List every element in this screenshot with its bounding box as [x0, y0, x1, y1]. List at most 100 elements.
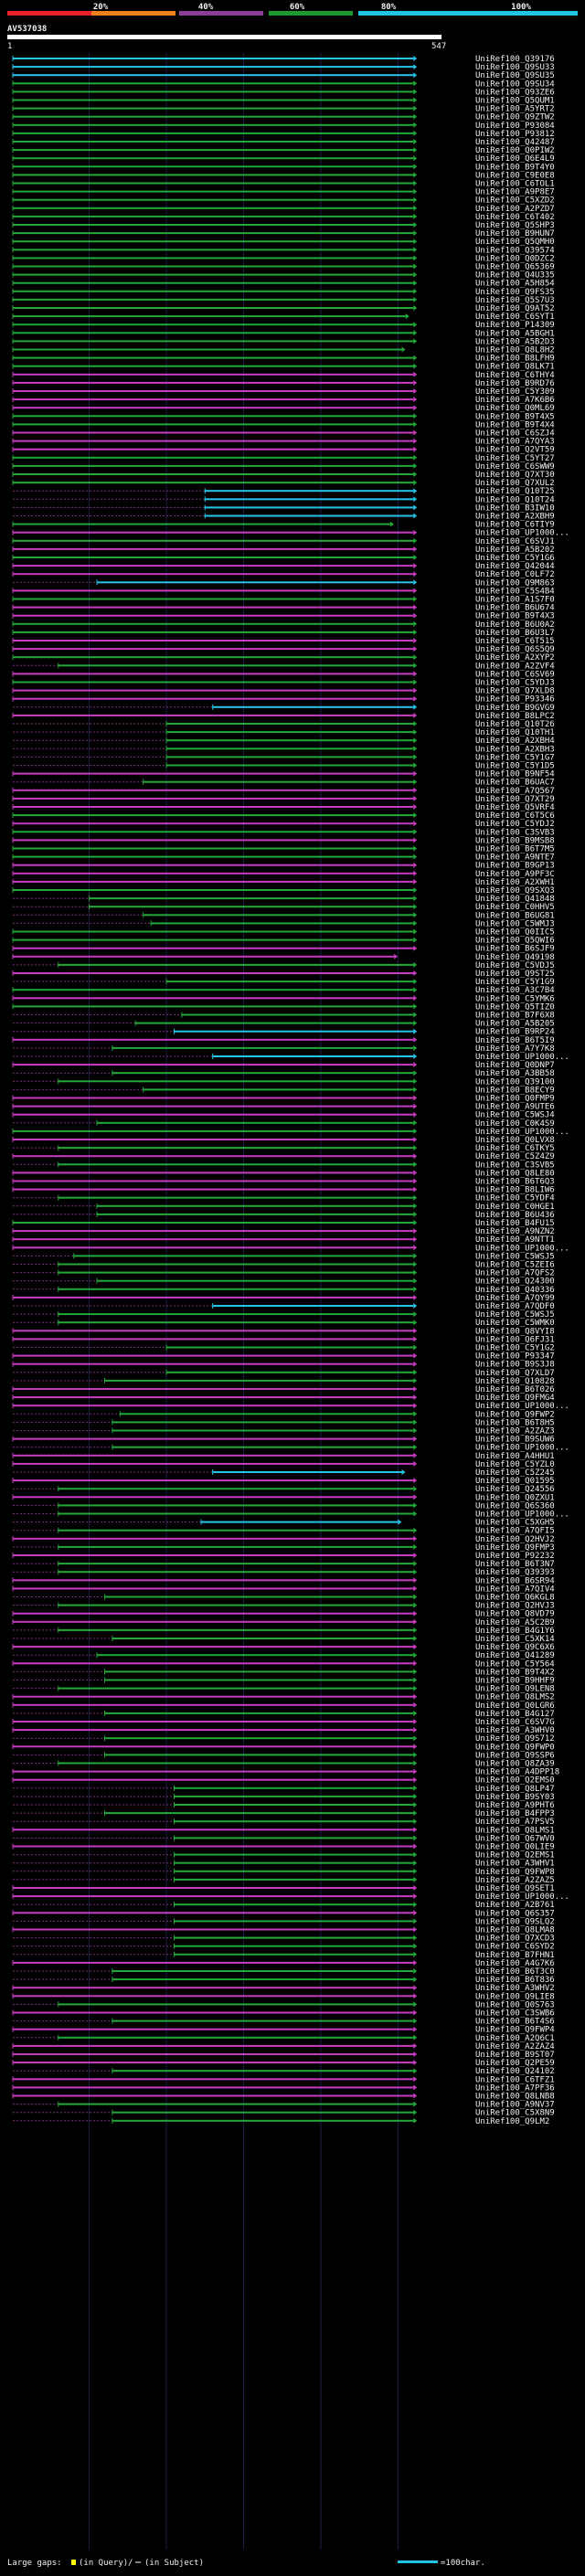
hit-row[interactable]: UniRef100_Q24102	[13, 2067, 555, 2076]
hit-row[interactable]: UniRef100_A3WHV2	[12, 1984, 555, 1993]
hit-row[interactable]: UniRef100_Q0S763	[13, 2000, 555, 2009]
hit-row[interactable]: UniRef100_C6SZJ4	[12, 429, 555, 439]
hit-row[interactable]: UniRef100_C5YMK6	[12, 994, 555, 1003]
hit-row[interactable]: UniRef100_Q9FMG4	[12, 1394, 555, 1403]
hit-row[interactable]: UniRef100_C6T5C6	[12, 811, 555, 821]
hit-row[interactable]: UniRef100_A2ZAZ3	[13, 1427, 555, 1436]
hit-row[interactable]: UniRef100_A2XWH1	[12, 878, 555, 887]
hit-row[interactable]: UniRef100_C6SYD2	[13, 1943, 555, 1952]
hit-row[interactable]: UniRef100_Q8LMA8	[12, 1926, 555, 1935]
hit-row[interactable]: UniRef100_Q6S360	[13, 1501, 555, 1511]
hit-row[interactable]: UniRef100_Q10T26	[13, 720, 555, 729]
hit-row[interactable]: UniRef100_P93347	[12, 1352, 555, 1362]
hit-row[interactable]: UniRef100_C5Y1G2	[13, 1344, 555, 1353]
hit-row[interactable]: UniRef100_UP1000...	[12, 1892, 569, 1902]
hit-row[interactable]: UniRef100_P14309	[12, 321, 555, 330]
hit-row[interactable]: UniRef100_Q0LGR6	[12, 1701, 555, 1711]
hit-row[interactable]: UniRef100_B9T4Y0	[12, 163, 555, 172]
hit-row[interactable]: UniRef100_Q9SU35	[12, 71, 555, 80]
hit-row[interactable]: UniRef100_C5S4B4	[12, 587, 555, 596]
hit-row[interactable]: UniRef100_C5Y1D5	[13, 762, 555, 771]
hit-row[interactable]: UniRef100_Q42044	[12, 562, 555, 571]
hit-row[interactable]: UniRef100_Q5QUM1	[12, 97, 555, 106]
hit-row[interactable]: UniRef100_C6SWW9	[12, 462, 555, 472]
hit-row[interactable]: UniRef100_Q10T24	[13, 495, 555, 504]
hit-row[interactable]: UniRef100_Q9FWP8	[13, 1868, 555, 1877]
hit-row[interactable]: UniRef100_B8LPC2	[12, 712, 555, 721]
hit-row[interactable]: UniRef100_B4G1Y6	[13, 1627, 555, 1636]
hit-row[interactable]: UniRef100_A7PSV5	[13, 1818, 555, 1827]
hit-row[interactable]: UniRef100_B6UAC7	[13, 779, 555, 788]
hit-row[interactable]: UniRef100_A2XBH9	[13, 513, 555, 522]
hit-row[interactable]: UniRef100_A7Q567	[12, 787, 555, 796]
hit-row[interactable]: UniRef100_B6T836	[13, 1976, 555, 1985]
hit-row[interactable]: UniRef100_Q2VT59	[12, 446, 555, 455]
hit-row[interactable]: UniRef100_C6TFZ1	[12, 2075, 555, 2084]
hit-row[interactable]: UniRef100_Q39100	[13, 1077, 555, 1087]
hit-row[interactable]: UniRef100_C3SWB6	[12, 2009, 555, 2019]
hit-row[interactable]: UniRef100_C5Y1G9	[13, 978, 555, 987]
hit-row[interactable]: UniRef100_C3SVB3	[12, 828, 555, 837]
hit-row[interactable]: UniRef100_Q8ZA39	[13, 1760, 555, 1769]
hit-row[interactable]: UniRef100_B9ST07	[12, 2051, 555, 2060]
hit-row[interactable]: UniRef100_Q7XT30	[12, 471, 555, 480]
hit-row[interactable]: UniRef100_C0HHV5	[13, 903, 555, 912]
hit-row[interactable]: UniRef100_A2ZAZ4	[12, 2042, 555, 2051]
hit-row[interactable]: UniRef100_Q0DNP7	[12, 1061, 555, 1070]
hit-row[interactable]: UniRef100_Q10TH1	[13, 728, 555, 737]
hit-row[interactable]: UniRef100_P93084	[12, 122, 555, 131]
hit-row[interactable]: UniRef100_Q9FWP2	[13, 1410, 555, 1419]
hit-row[interactable]: UniRef100_A9P8E7	[12, 188, 555, 197]
hit-row[interactable]: UniRef100_B6UG81	[13, 911, 555, 920]
hit-row[interactable]: UniRef100_Q9LIE8	[12, 1992, 555, 2001]
hit-row[interactable]: UniRef100_C5Z245	[13, 1468, 555, 1478]
hit-row[interactable]: UniRef100_A2ZVF4	[13, 662, 555, 671]
hit-row[interactable]: UniRef100_A9PF3C	[12, 870, 555, 879]
hit-row[interactable]: UniRef100_B4FU15	[12, 1219, 555, 1228]
hit-row[interactable]: UniRef100_Q9FWP0	[12, 1743, 555, 1752]
hit-row[interactable]: UniRef100_Q24300	[13, 1277, 555, 1287]
hit-row[interactable]: UniRef100_C0HGE1	[13, 1203, 555, 1212]
hit-row[interactable]: UniRef100_B9T4X4	[12, 420, 555, 429]
hit-row[interactable]: UniRef100_B4FPP3	[13, 1809, 555, 1818]
hit-row[interactable]: UniRef100_A4HHU1	[12, 1452, 555, 1461]
hit-row[interactable]: UniRef100_Q9ZTW2	[12, 113, 555, 122]
hit-row[interactable]: UniRef100_C6SV69	[12, 670, 555, 679]
hit-row[interactable]: UniRef100_B8LFH9	[12, 355, 555, 364]
hit-row[interactable]: UniRef100_UP1000...	[13, 1444, 569, 1453]
hit-row[interactable]: UniRef100_B6SR94	[12, 1576, 555, 1585]
hit-row[interactable]: UniRef100_B6T026	[12, 1385, 555, 1394]
hit-row[interactable]: UniRef100_B6T6Q3	[12, 1178, 555, 1187]
hit-row[interactable]: UniRef100_Q9FMP3	[13, 1543, 555, 1553]
hit-row[interactable]: UniRef100_A2ZAZ5	[13, 1876, 555, 1885]
hit-row[interactable]: UniRef100_Q8L8H2	[12, 346, 555, 355]
hit-row[interactable]: UniRef100_A5YRT2	[12, 105, 555, 114]
hit-row[interactable]: UniRef100_B6SJF9	[12, 945, 555, 954]
hit-row[interactable]: UniRef100_Q41848	[13, 895, 555, 904]
hit-row[interactable]: UniRef100_C9E0E8	[12, 171, 555, 180]
hit-row[interactable]: UniRef100_Q9SU34	[12, 80, 555, 89]
hit-row[interactable]: UniRef100_C5XK14	[13, 1635, 555, 1644]
hit-row[interactable]: UniRef100_Q5SHP3	[12, 221, 555, 230]
hit-row[interactable]: UniRef100_B6T3N7	[13, 1560, 555, 1569]
hit-row[interactable]: UniRef100_A9UTE6	[12, 1103, 555, 1112]
hit-row[interactable]: UniRef100_P93812	[12, 130, 555, 139]
hit-row[interactable]: UniRef100_Q9S712	[13, 1734, 555, 1744]
hit-row[interactable]: UniRef100_C5XGH5	[13, 1519, 555, 1528]
hit-row[interactable]: UniRef100_UP1000...	[12, 529, 569, 538]
hit-row[interactable]: UniRef100_B3IW10	[13, 504, 555, 513]
hit-row[interactable]: UniRef100_A2Q6C1	[13, 2034, 555, 2043]
hit-row[interactable]: UniRef100_Q5VRF4	[12, 803, 555, 812]
hit-row[interactable]: UniRef100_Q9ST25	[12, 970, 555, 979]
hit-row[interactable]: UniRef100_C5Y1G6	[12, 554, 555, 563]
hit-row[interactable]: UniRef100_B9GVG9	[13, 704, 555, 713]
hit-row[interactable]: UniRef100_UP1000...	[13, 1053, 569, 1062]
hit-row[interactable]: UniRef100_B9RP24	[13, 1028, 555, 1037]
hit-row[interactable]: UniRef100_A7QYA3	[12, 438, 555, 447]
hit-row[interactable]: UniRef100_C6TIY9	[12, 521, 555, 530]
hit-row[interactable]: UniRef100_Q49198	[12, 953, 555, 962]
hit-row[interactable]: UniRef100_C5Y309	[12, 387, 555, 397]
hit-row[interactable]: UniRef100_Q8LMS2	[12, 1693, 555, 1702]
hit-row[interactable]: UniRef100_Q39574	[12, 246, 555, 255]
hit-row[interactable]: UniRef100_Q7XLD7	[13, 1369, 555, 1378]
